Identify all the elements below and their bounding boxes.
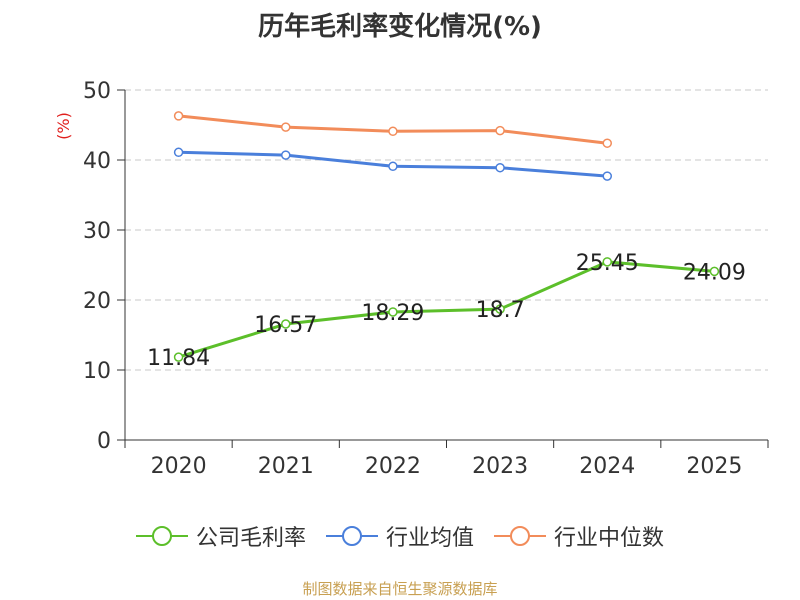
y-tick-label: 50 [83, 79, 111, 104]
y-tick-label: 10 [83, 359, 111, 384]
legend-label: 行业中位数 [554, 526, 665, 551]
legend-marker-icon [325, 526, 378, 546]
data-point [602, 171, 612, 181]
data-label: 25.45 [576, 251, 639, 276]
grid-lines [125, 89, 768, 371]
x-tick-label: 2023 [472, 454, 528, 479]
data-point [495, 162, 505, 173]
data-point [173, 352, 184, 362]
data-label: 18.7 [476, 298, 525, 323]
legend-marker-icon [135, 526, 188, 546]
series-line-0 [178, 260, 715, 359]
axes: 0 10 20 30 40 50 2020 2021 2022 2023 2024 2025 (%) [54, 79, 769, 479]
data-label: 24.09 [683, 260, 746, 285]
y-tick-label: 20 [83, 289, 111, 314]
legend-marker-icon [494, 526, 546, 546]
source-note: 制图数据来自恒生聚源数据库 [302, 580, 498, 598]
legend-item[interactable]: 行业均值 [325, 520, 474, 552]
data-point [602, 138, 612, 148]
x-tick-label: 2021 [258, 454, 314, 479]
legend-item[interactable]: 公司毛利率 [135, 520, 306, 552]
data-point [709, 266, 720, 277]
data-point [388, 307, 398, 317]
data-label: 11.84 [147, 346, 210, 371]
data-point [173, 111, 184, 121]
x-tick-label: 2022 [365, 454, 421, 479]
x-tick-label: 2025 [686, 454, 742, 479]
data-point [173, 147, 184, 158]
data-label: 16.57 [254, 313, 317, 338]
legend: 公司毛利率 行业均值 行业中位数 [0, 520, 800, 554]
x-tick-label: 2020 [151, 454, 207, 479]
data-labels: 11.84 16.57 18.29 18.7 25.45 24.09 [147, 251, 746, 371]
data-point [495, 125, 505, 136]
data-point [495, 304, 505, 314]
legend-label: 公司毛利率 [195, 526, 306, 551]
x-tick-label: 2024 [579, 454, 635, 479]
legend-label: 行业均值 [385, 526, 474, 551]
data-point [281, 319, 291, 329]
y-tick-label: 30 [83, 219, 111, 244]
data-point [388, 161, 398, 172]
data-point [281, 150, 291, 160]
data-label: 18.29 [361, 301, 424, 326]
chart-title: 历年毛利率变化情况(%) [258, 12, 542, 42]
data-point [602, 257, 612, 267]
data-point [388, 126, 398, 137]
data-point [281, 122, 291, 132]
y-axis-label: (%) [54, 112, 73, 140]
y-tick-label: 0 [97, 429, 111, 454]
series-lines [173, 111, 720, 362]
y-tick-label: 40 [83, 149, 111, 174]
legend-item[interactable]: 行业中位数 [494, 520, 664, 552]
